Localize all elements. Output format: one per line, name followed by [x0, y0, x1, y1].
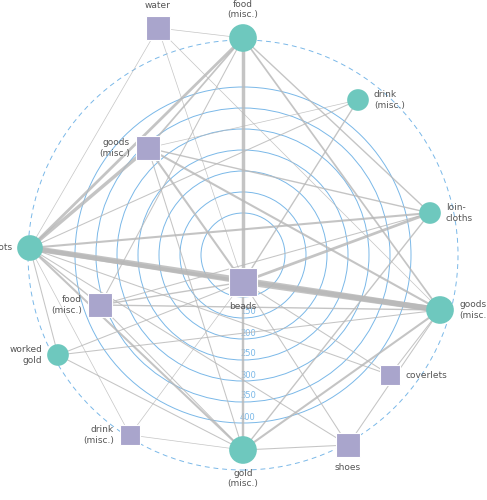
FancyBboxPatch shape — [229, 268, 257, 296]
Text: beads: beads — [229, 302, 257, 311]
Text: 250: 250 — [240, 350, 256, 358]
FancyBboxPatch shape — [336, 433, 360, 457]
Text: 350: 350 — [240, 392, 256, 400]
Circle shape — [230, 25, 256, 51]
FancyBboxPatch shape — [146, 16, 170, 40]
Text: worked
gold: worked gold — [9, 346, 42, 364]
Text: 100: 100 — [240, 286, 256, 296]
FancyBboxPatch shape — [380, 365, 400, 385]
Text: goods
(misc.): goods (misc.) — [459, 300, 487, 320]
Text: gold
(misc.): gold (misc.) — [227, 469, 259, 488]
Circle shape — [348, 90, 368, 110]
Text: parrots: parrots — [0, 244, 12, 252]
Circle shape — [48, 345, 68, 365]
Text: 300: 300 — [240, 370, 256, 380]
Text: coverlets: coverlets — [406, 370, 448, 380]
Circle shape — [427, 297, 453, 323]
Text: orange-flower
water: orange-flower water — [126, 0, 189, 10]
Circle shape — [230, 437, 256, 463]
Text: 200: 200 — [240, 328, 256, 338]
Circle shape — [18, 236, 42, 260]
Text: food
(misc.): food (misc.) — [51, 296, 82, 314]
FancyBboxPatch shape — [120, 425, 140, 445]
Text: goods
(misc.): goods (misc.) — [99, 138, 130, 158]
Text: drink
(misc.): drink (misc.) — [374, 90, 405, 110]
Text: 400: 400 — [240, 412, 256, 422]
Text: loin-
cloths: loin- cloths — [446, 204, 473, 223]
Text: drink
(misc.): drink (misc.) — [83, 426, 114, 444]
FancyBboxPatch shape — [88, 293, 112, 317]
Text: food
(misc.): food (misc.) — [227, 0, 259, 19]
FancyBboxPatch shape — [136, 136, 160, 160]
Text: shoes: shoes — [335, 463, 361, 472]
Circle shape — [420, 203, 440, 223]
Text: 150: 150 — [240, 308, 256, 316]
